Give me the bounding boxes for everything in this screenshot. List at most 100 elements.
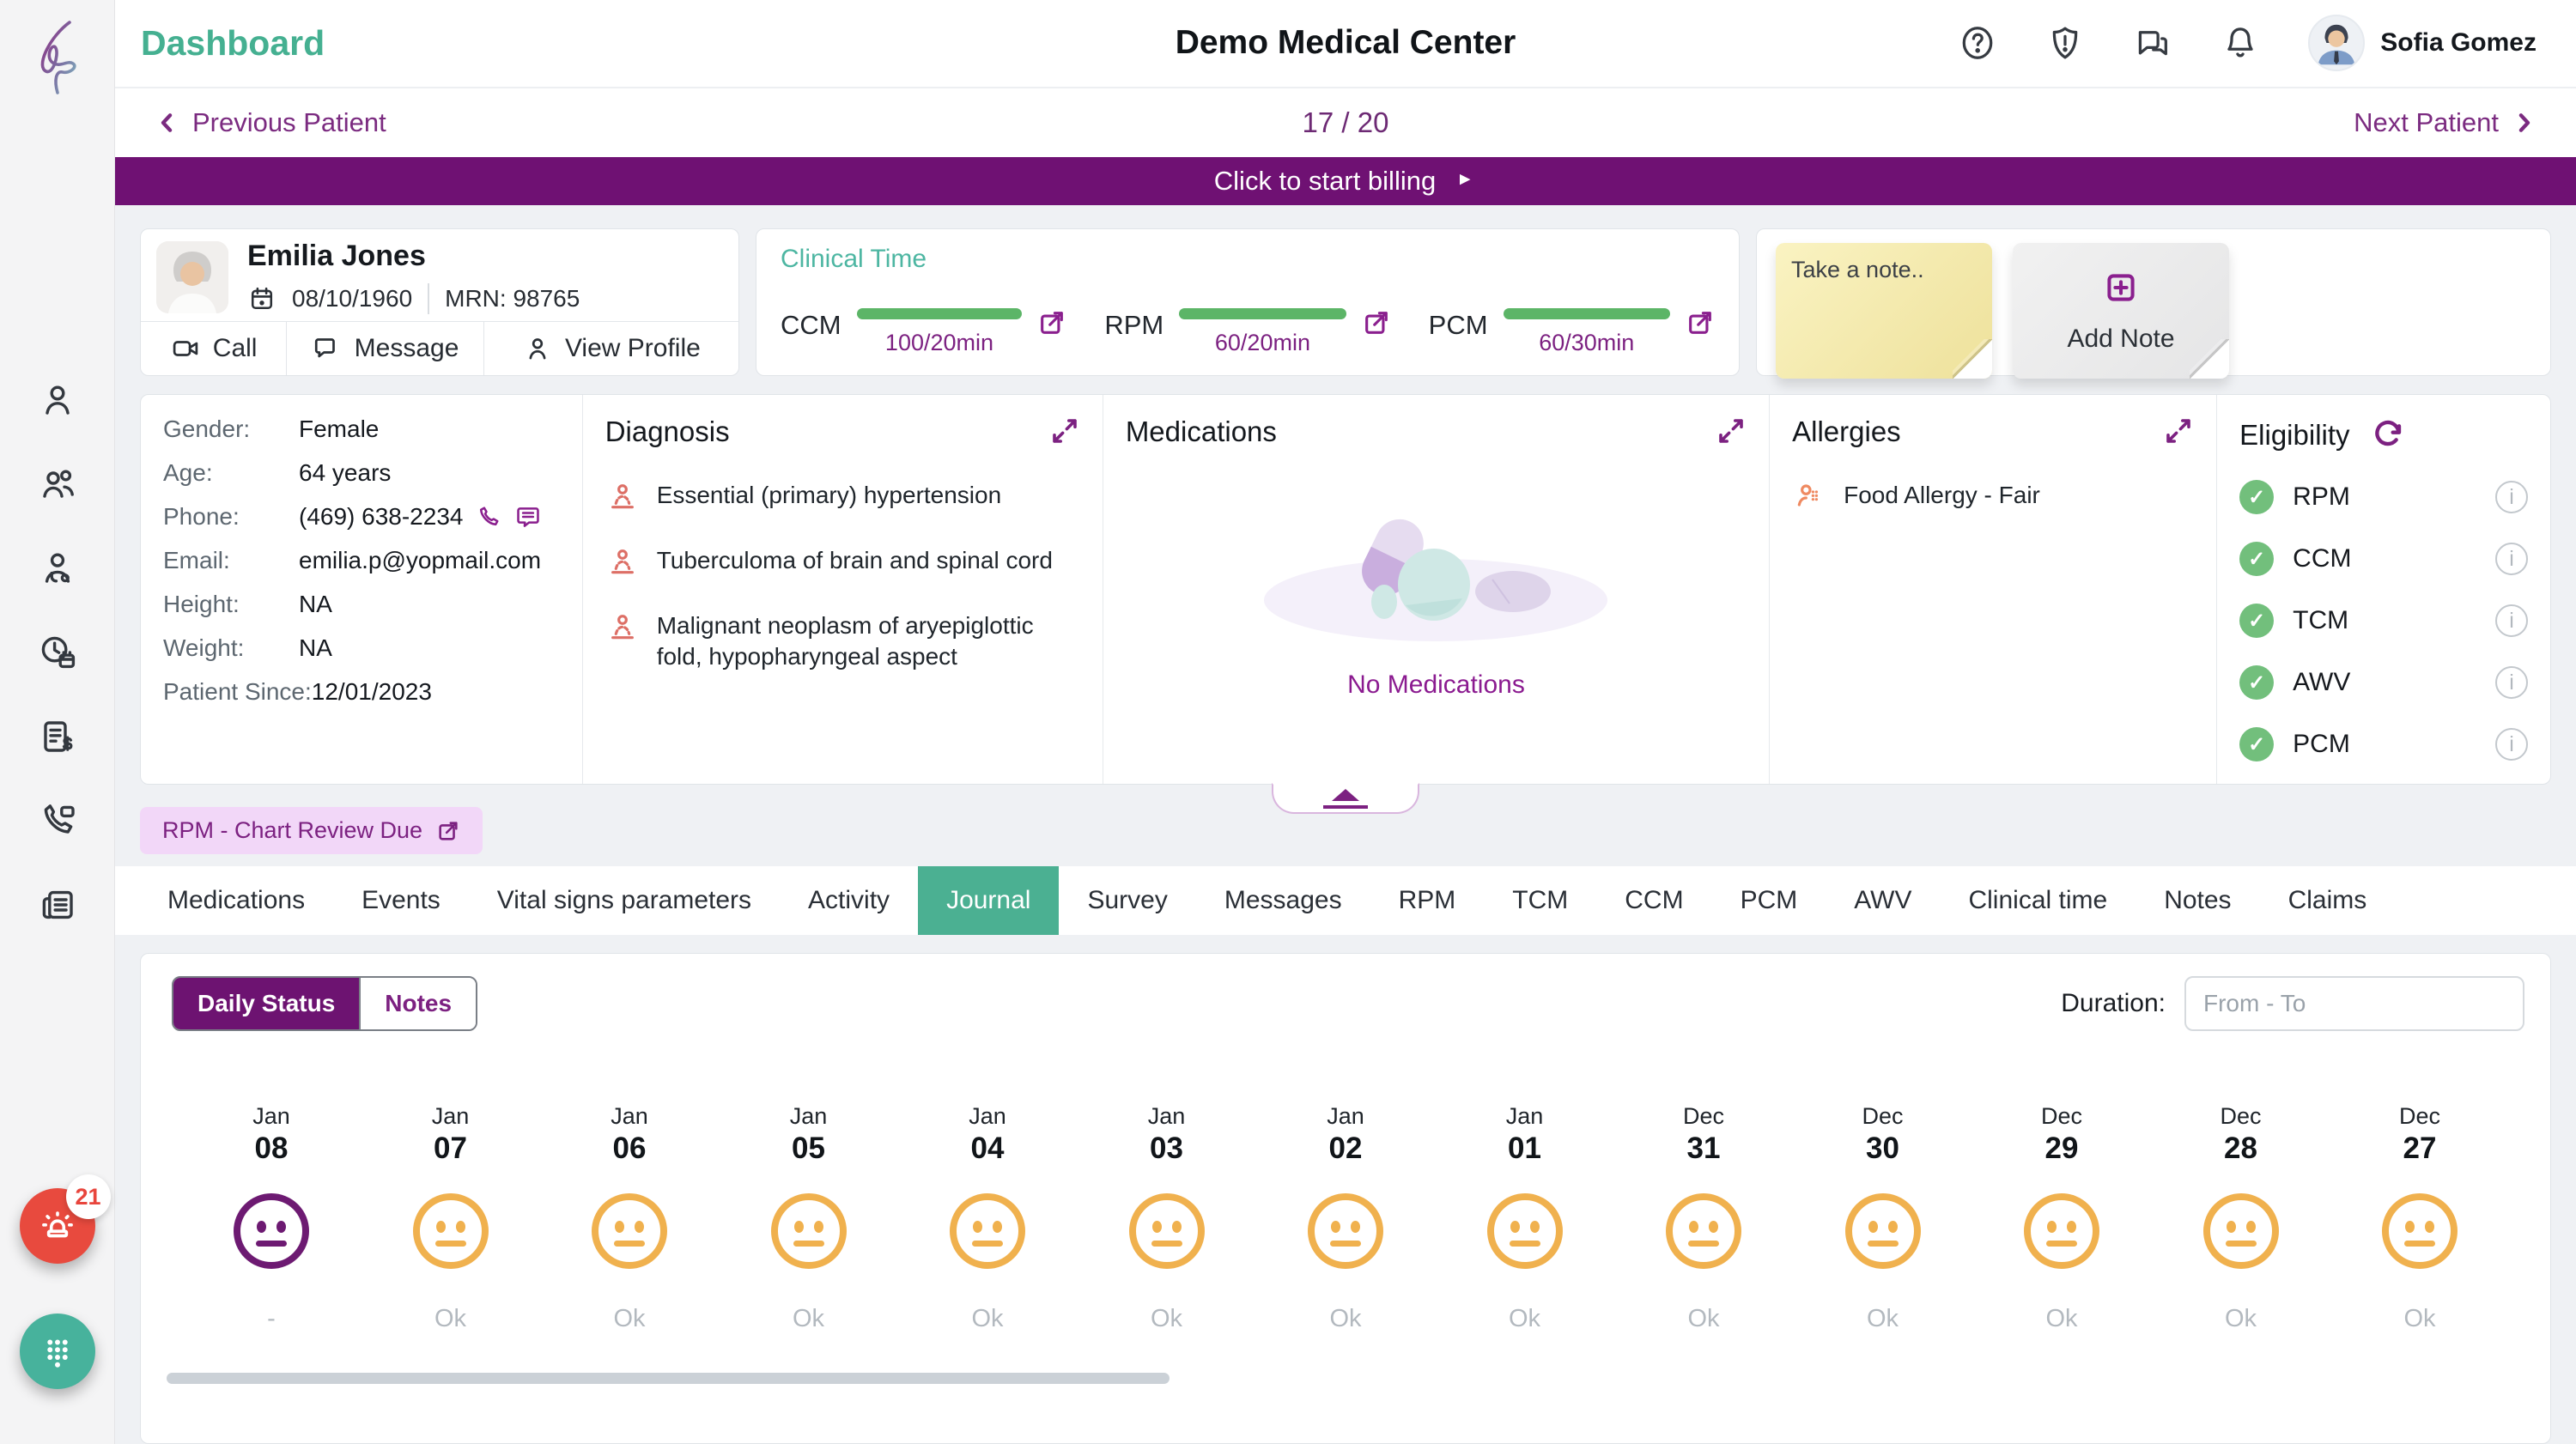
mood-neutral-icon	[2202, 1193, 2279, 1269]
chevron-right-icon	[2518, 113, 2530, 132]
user-avatar	[2308, 15, 2366, 72]
tab-journal[interactable]: Journal	[918, 866, 1060, 935]
notes-toggle[interactable]: Notes	[359, 978, 477, 1029]
sidebar-item-billing-icon[interactable]: $	[37, 716, 78, 757]
tab-pcm[interactable]: PCM	[1740, 886, 1798, 914]
clinical-time-title: Clinical Time	[781, 245, 927, 273]
user-menu[interactable]: Sofia Gomez	[2308, 15, 2537, 72]
sidebar-item-time-schedule-icon[interactable]	[37, 632, 78, 673]
daily-status-toggle[interactable]: Daily Status	[173, 978, 360, 1029]
ccm-external-link-icon[interactable]	[1037, 308, 1066, 337]
alerts-shield-icon[interactable]	[2045, 23, 2085, 63]
external-link-icon	[439, 821, 458, 840]
tab-notes[interactable]: Notes	[2164, 886, 2232, 914]
medications-expand-icon[interactable]	[1716, 416, 1747, 451]
user-name: Sofia Gomez	[2380, 28, 2537, 58]
patient-name: Emilia Jones	[247, 240, 426, 272]
tab-tcm[interactable]: TCM	[1512, 886, 1569, 914]
journal-day[interactable]: Jan 08 -	[216, 1103, 326, 1333]
tab-rpm[interactable]: RPM	[1398, 886, 1456, 914]
clinical-time-rpm: RPM 60/20min	[1104, 308, 1390, 356]
sidebar-item-patients-group-icon[interactable]	[37, 464, 78, 505]
collapse-panel-handle[interactable]	[1272, 783, 1419, 814]
tab-survey[interactable]: Survey	[1087, 886, 1168, 914]
tab-activity[interactable]: Activity	[808, 886, 890, 914]
allergy-person-icon	[1797, 484, 1819, 507]
pcm-external-link-icon[interactable]	[1686, 308, 1715, 337]
eligibility-panel: Eligibility ✓ RPM i ✓ CCM i ✓ TCM i ✓ AWV i ✓ PCM…	[2216, 395, 2550, 784]
tab-ccm[interactable]: CCM	[1625, 886, 1684, 914]
journal-day[interactable]: Jan 05 Ok	[754, 1103, 864, 1333]
rpm-progress-bar	[1179, 308, 1346, 319]
tab-clinical-time[interactable]: Clinical time	[1968, 886, 2108, 914]
info-icon[interactable]: i	[2495, 604, 2529, 637]
mood-neutral-icon	[950, 1193, 1025, 1269]
check-icon: ✓	[2239, 604, 2275, 638]
allergies-expand-icon[interactable]	[2163, 416, 2194, 451]
info-icon[interactable]: i	[2495, 728, 2529, 761]
journal-day[interactable]: Dec 29 Ok	[2007, 1103, 2117, 1333]
next-patient-button[interactable]: Next Patient	[2354, 107, 2537, 138]
patient-details-panel: Gender: Female Age: 64 years Phone: (469) …	[163, 416, 542, 705]
billing-play-icon	[1460, 173, 1471, 191]
collapse-up-arrow-icon	[1332, 788, 1359, 801]
tab-vital-signs-parameters[interactable]: Vital signs parameters	[496, 886, 752, 914]
medications-title: Medications	[1125, 416, 1277, 447]
rpm-external-link-icon[interactable]	[1362, 308, 1391, 337]
sidebar-item-provider-icon[interactable]	[37, 548, 78, 589]
tab-medications[interactable]: Medications	[167, 886, 306, 914]
previous-patient-button[interactable]: Previous Patient	[155, 107, 386, 138]
alerts-button[interactable]: 21	[19, 1174, 111, 1264]
call-button[interactable]: Call	[141, 322, 286, 375]
tab-claims[interactable]: Claims	[2287, 886, 2367, 914]
phone-call-icon[interactable]	[475, 503, 502, 531]
send-sms-icon[interactable]	[514, 503, 542, 531]
journal-day[interactable]: Jan 06 Ok	[574, 1103, 684, 1333]
duration-range-input[interactable]	[2184, 976, 2524, 1031]
sidebar-item-fax-icon[interactable]	[37, 884, 78, 925]
journal-day[interactable]: Dec 31 Ok	[1649, 1103, 1759, 1333]
summary-row: Emilia Jones 08/10/1960 MRN: 98765	[140, 228, 2551, 379]
patient-avatar	[156, 240, 228, 313]
diagnosis-expand-icon[interactable]	[1049, 416, 1080, 451]
journal-day[interactable]: Dec 30 Ok	[1828, 1103, 1938, 1333]
take-a-note-sticky[interactable]: Take a note..	[1776, 243, 1992, 379]
tab-events[interactable]: Events	[361, 886, 440, 914]
add-note-button[interactable]: Add Note	[2013, 243, 2229, 379]
patient-tabs: Medications Events Vital signs parameter…	[115, 866, 2576, 935]
diagnosis-item: Malignant neoplasm of aryepiglottic fold…	[605, 610, 1080, 673]
siren-icon	[41, 1211, 73, 1238]
help-icon[interactable]	[1958, 23, 1997, 63]
sidebar-item-patient-icon[interactable]	[37, 379, 78, 421]
rpm-chart-review-chip[interactable]: RPM - Chart Review Due	[140, 807, 483, 854]
info-icon[interactable]: i	[2495, 666, 2529, 699]
sidebar-item-call-log-icon[interactable]	[37, 800, 78, 841]
mood-neutral-icon	[2024, 1193, 2099, 1269]
journal-day[interactable]: Jan 07 Ok	[396, 1103, 506, 1333]
view-profile-button[interactable]: View Profile	[483, 322, 738, 375]
dialpad-button[interactable]	[19, 1314, 95, 1389]
journal-day[interactable]: Jan 04 Ok	[933, 1103, 1042, 1333]
journal-day[interactable]: Dec 28 Ok	[2186, 1103, 2296, 1333]
tab-messages[interactable]: Messages	[1224, 886, 1342, 914]
duration-range-field[interactable]	[2203, 990, 2513, 1017]
no-medications-illustration	[1264, 519, 1608, 641]
info-icon[interactable]: i	[2495, 481, 2529, 513]
journal-day[interactable]: Jan 03 Ok	[1112, 1103, 1222, 1333]
eligibility-refresh-icon[interactable]	[2371, 416, 2405, 454]
tab-awv[interactable]: AWV	[1854, 886, 1912, 914]
info-icon[interactable]: i	[2495, 543, 2529, 575]
journal-day[interactable]: Jan 01 Ok	[1470, 1103, 1580, 1333]
message-button[interactable]: Message	[286, 322, 483, 375]
eligibility-row: ✓ PCM i	[2239, 725, 2529, 763]
messages-icon[interactable]	[2133, 23, 2172, 63]
horizontal-scrollbar-thumb[interactable]	[167, 1373, 1170, 1384]
journal-day[interactable]: Dec 27 Ok	[2365, 1103, 2475, 1333]
take-a-note-placeholder: Take a note..	[1791, 257, 1924, 282]
eligibility-row: ✓ TCM i	[2239, 602, 2529, 640]
journal-day[interactable]: Jan 02 Ok	[1291, 1103, 1400, 1333]
top-bar: Dashboard Demo Medical Center	[115, 0, 2576, 88]
notifications-bell-icon[interactable]	[2221, 23, 2260, 63]
patient-counter: 17 / 20	[1302, 106, 1389, 139]
start-billing-bar[interactable]: Click to start billing	[115, 157, 2576, 205]
